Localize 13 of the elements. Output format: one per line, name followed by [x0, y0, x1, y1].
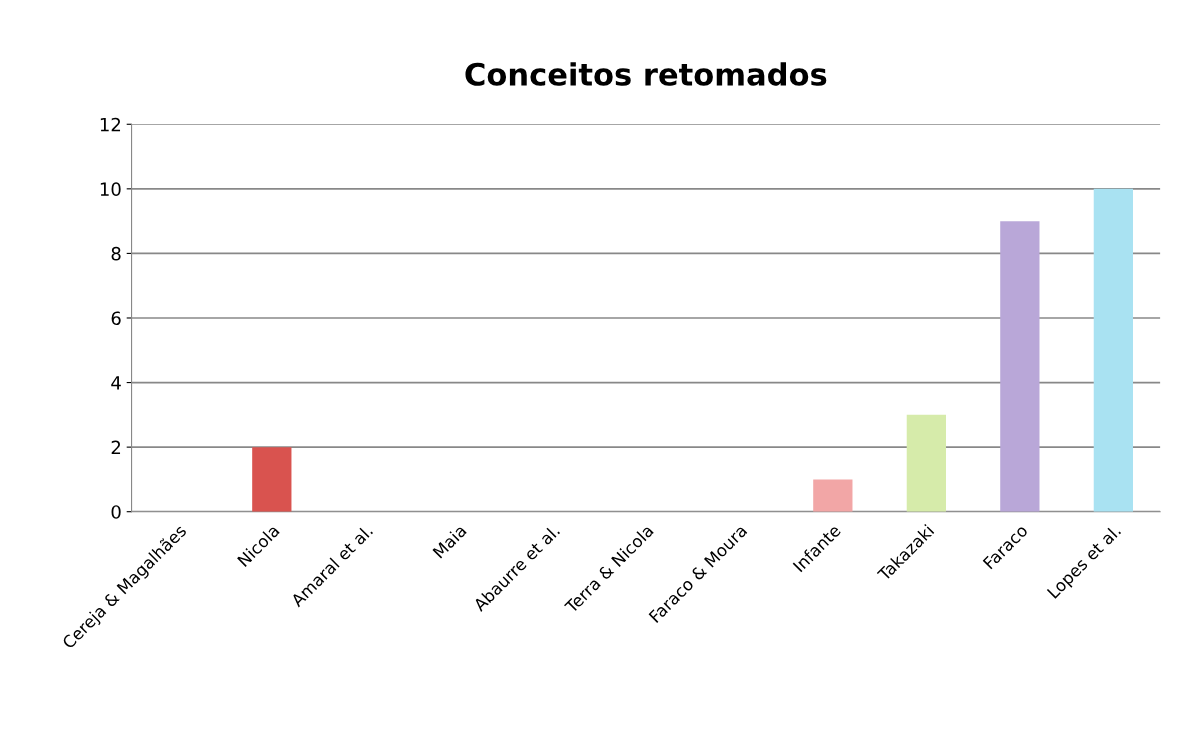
y-tick-label: 8 [111, 246, 121, 261]
y-tick-label: 12 [100, 117, 121, 132]
bar [813, 479, 853, 512]
bar [1000, 221, 1040, 512]
bar [252, 447, 292, 512]
y-tick-label: 10 [100, 182, 121, 196]
chart-title: Conceitos retomados [465, 62, 827, 86]
y-tick-label: 6 [111, 311, 121, 326]
bar [906, 414, 946, 512]
bar [1093, 188, 1133, 512]
y-tick-label: 2 [111, 440, 121, 454]
y-tick-label: 0 [111, 505, 121, 519]
y-tick-label: 4 [111, 376, 121, 390]
